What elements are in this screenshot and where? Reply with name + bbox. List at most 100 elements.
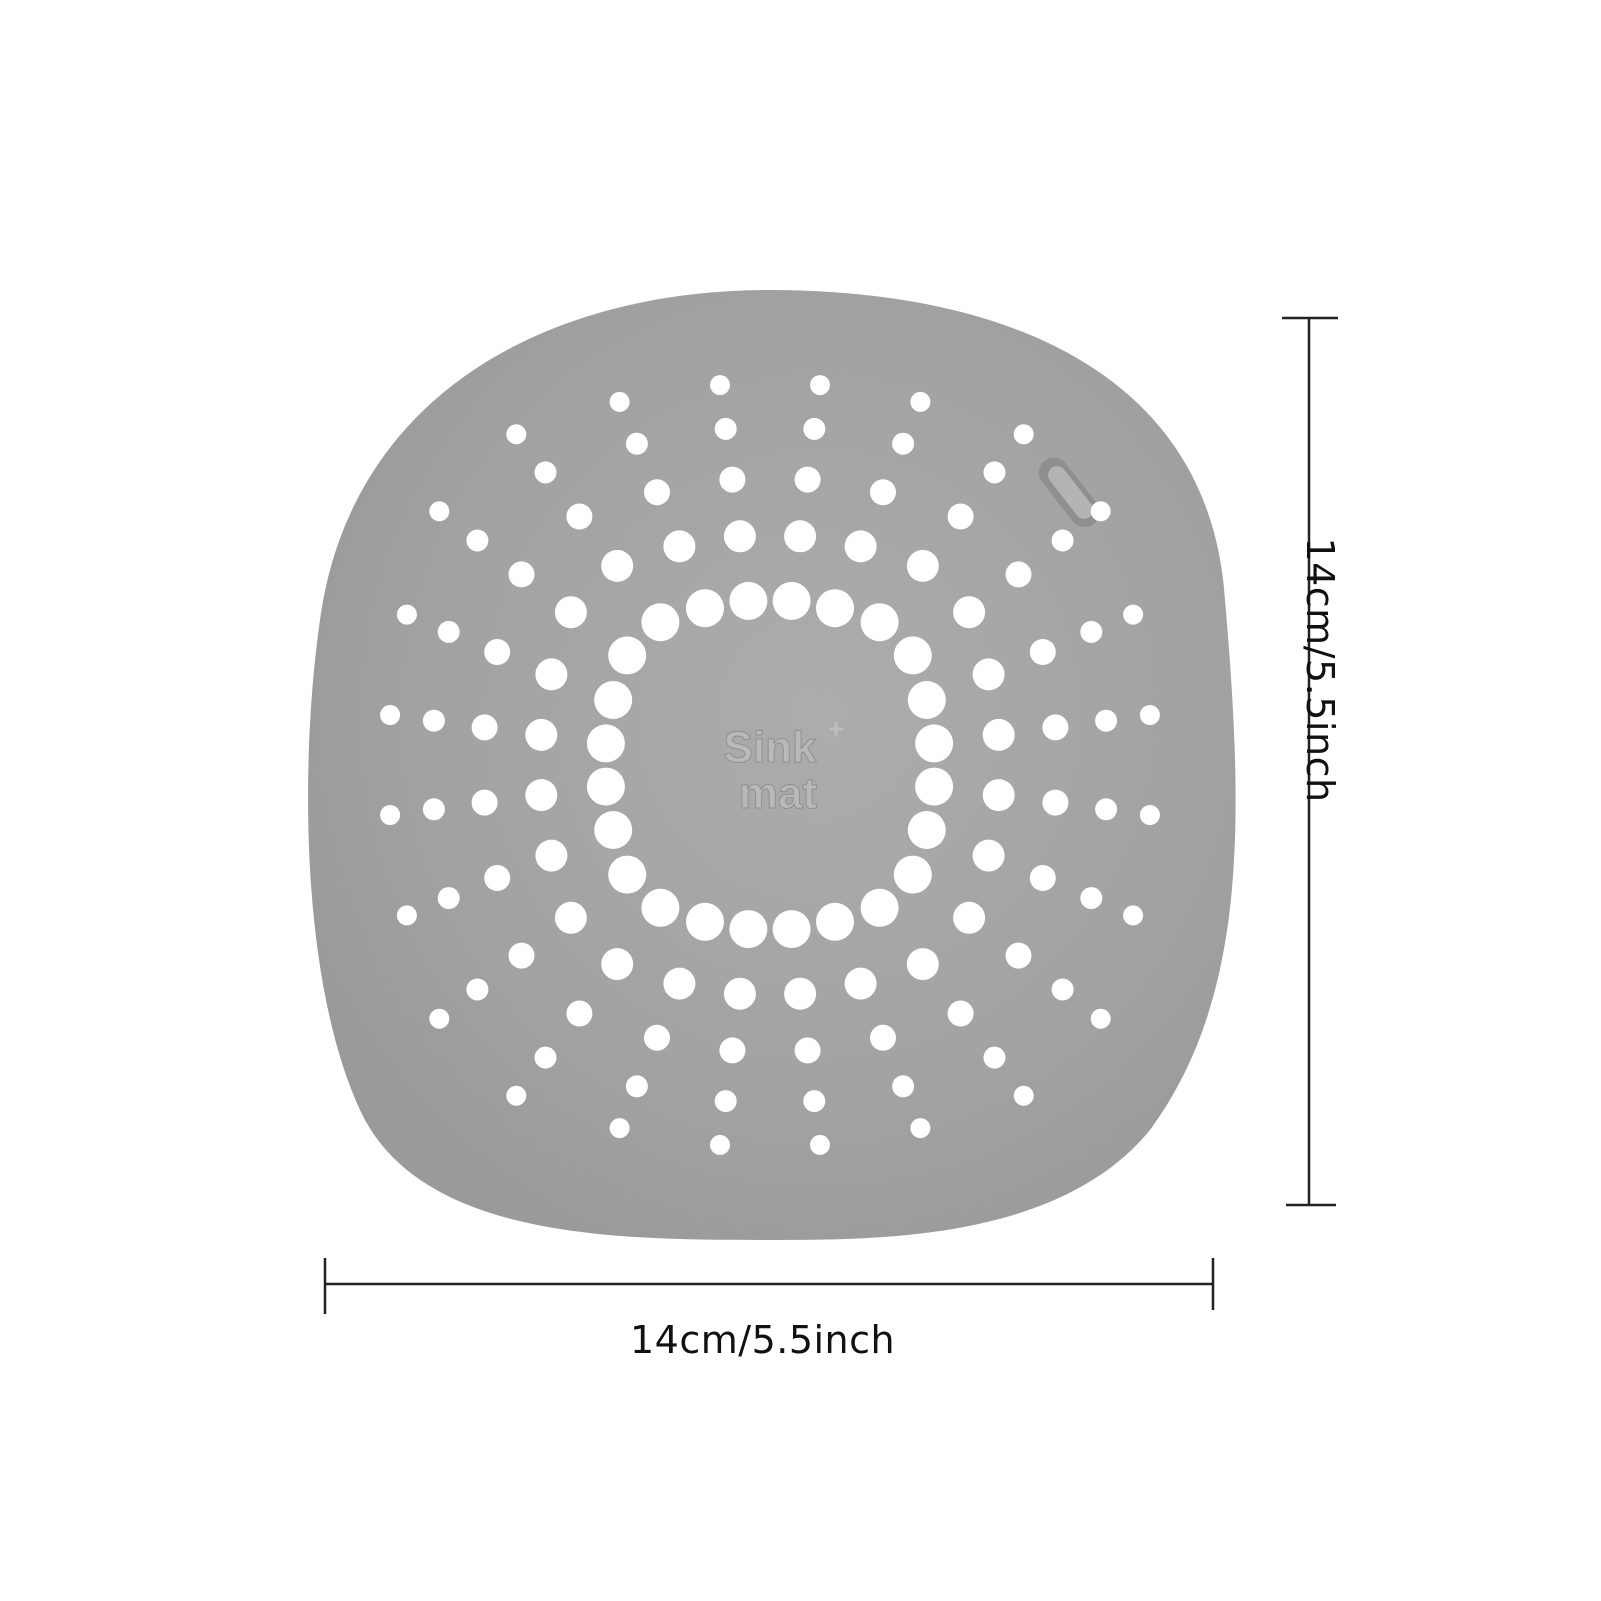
drain-hole [714, 1090, 737, 1113]
drain-hole [586, 767, 625, 806]
drain-hole [907, 681, 946, 719]
drain-hole [506, 424, 527, 445]
drain-hole [554, 596, 587, 629]
drain-hole [601, 948, 634, 981]
drain-hole [1051, 529, 1074, 552]
drain-hole [429, 501, 450, 522]
drain-hole [983, 461, 1006, 484]
drain-hole [625, 1075, 648, 1098]
drain-hole [1123, 604, 1144, 625]
drain-hole [471, 714, 498, 741]
drain-hole [1123, 905, 1144, 926]
drain-hole [566, 1000, 593, 1027]
height-dimension-line [1282, 316, 1338, 1207]
drain-hole [803, 1090, 826, 1113]
drain-hole [844, 530, 877, 563]
drain-hole [1013, 424, 1034, 445]
drain-hole [396, 905, 417, 926]
drain-hole [860, 603, 899, 642]
drain-hole [982, 779, 1015, 812]
drain-hole [947, 503, 974, 530]
drain-hole [1080, 620, 1103, 643]
drain-hole [535, 839, 568, 872]
drain-hole [719, 466, 746, 493]
drain-hole [907, 811, 946, 849]
drain-hole [525, 718, 558, 751]
drain-hole [972, 839, 1005, 872]
drain-hole [437, 620, 460, 643]
drain-hole [609, 1118, 630, 1139]
drain-hole [554, 901, 587, 934]
drain-hole [686, 589, 724, 628]
drain-hole [794, 1037, 821, 1064]
logo-superscript: + [828, 713, 844, 744]
drain-hole [641, 888, 680, 927]
drain-hole [772, 910, 811, 949]
drain-hole [910, 391, 931, 412]
drain-hole [641, 603, 680, 642]
drain-hole [466, 978, 489, 1001]
drain-hole [772, 581, 811, 620]
logo-word-sink: Sink [724, 723, 817, 772]
drain-hole [380, 805, 401, 825]
svg-text:Sink: Sink [724, 723, 817, 772]
drain-hole [1095, 798, 1118, 821]
drain-hole [644, 1024, 670, 1051]
drain-hole [625, 432, 648, 455]
drain-hole [1090, 1008, 1111, 1029]
width-dimension-label: 14cm/5.5inch [630, 1318, 896, 1362]
drain-holes [380, 375, 1160, 1155]
drain-hole [1042, 714, 1069, 741]
drain-hole [784, 520, 817, 553]
drain-hole [1005, 942, 1032, 969]
drain-hole [719, 1037, 746, 1064]
drain-hole [663, 967, 696, 1000]
drain-hole [1042, 789, 1069, 816]
drain-hole [1080, 887, 1103, 910]
drain-hole [810, 1134, 830, 1155]
drain-hole [784, 977, 817, 1010]
drain-hole [437, 887, 460, 910]
drain-hole [471, 789, 498, 816]
drain-hole [816, 902, 854, 941]
drain-hole [810, 375, 830, 396]
drain-hole [1013, 1085, 1034, 1106]
drain-hole [566, 503, 593, 530]
drain-hole [609, 391, 630, 412]
drain-hole [870, 1024, 896, 1051]
drain-hole [663, 530, 696, 563]
drain-hole [860, 888, 899, 927]
drain-hole [906, 948, 939, 981]
svg-text:+: + [828, 713, 844, 744]
drain-hole [729, 581, 768, 620]
drain-hole [1029, 639, 1056, 665]
drain-hole [1051, 978, 1074, 1001]
drain-hole [723, 520, 756, 553]
drain-hole [803, 417, 826, 440]
drain-hole [484, 639, 511, 665]
drain-hole [723, 977, 756, 1010]
drain-hole [380, 705, 401, 725]
drain-hole [1139, 805, 1160, 825]
drain-hole [594, 681, 633, 719]
drain-hole [429, 1008, 450, 1029]
drain-hole [953, 596, 986, 629]
drain-hole [422, 709, 445, 732]
drain-hole [484, 865, 511, 891]
drain-hole [910, 1118, 931, 1139]
drain-hole [794, 466, 821, 493]
svg-text:mat: mat [739, 769, 818, 818]
sink-mat-body [308, 290, 1236, 1240]
drain-hole [396, 604, 417, 625]
drain-hole [508, 942, 535, 969]
drain-hole [586, 724, 625, 763]
drain-hole [915, 767, 954, 806]
drain-hole [525, 779, 558, 812]
drain-hole [972, 658, 1005, 691]
drain-hole [1029, 865, 1056, 891]
drain-hole [983, 1046, 1006, 1069]
drain-hole [1139, 705, 1160, 725]
height-dimension-label: 14cm/5.5inch [1298, 537, 1342, 803]
drain-hole [714, 417, 737, 440]
sink-mat-logo: Sink mat + [723, 713, 844, 819]
